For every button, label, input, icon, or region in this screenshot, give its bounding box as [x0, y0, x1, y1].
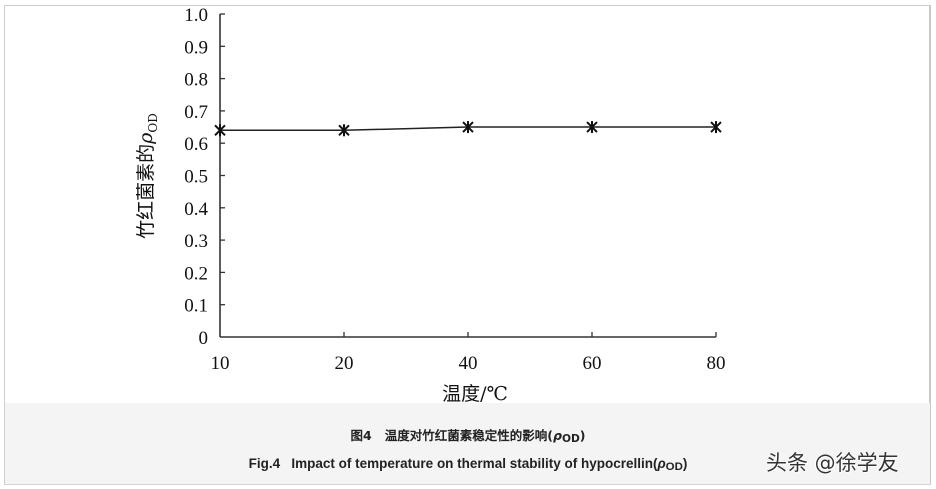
caption-band: [5, 403, 930, 484]
svg-text:竹红菌素的ρOD: 竹红菌素的ρOD: [135, 113, 160, 239]
line-chart: 0 0.1 0.2 0.3 0.4 0.5 0.6 0.7 0.8 0.9 1.0 10 20 40 60…: [135, 5, 726, 405]
x-tick-label: 20: [335, 353, 354, 374]
y-tick-label: 0.5: [184, 167, 208, 188]
y-tick-label: 0.1: [184, 296, 208, 317]
x-tick-label: 80: [707, 353, 726, 374]
y-tick-label: 0.9: [184, 37, 208, 58]
x-tick-label: 10: [211, 353, 230, 374]
caption-en-subscript: OD: [665, 461, 683, 474]
y-tick-label: 0: [199, 328, 209, 349]
asterisk-marker: [462, 121, 474, 134]
caption-cn-close: ): [579, 428, 586, 443]
asterisk-marker: [338, 124, 350, 137]
y-tick-label: 0.4: [184, 199, 208, 220]
y-tick-label: 0.7: [184, 102, 208, 123]
watermark: 头条 @徐学友: [766, 451, 899, 475]
caption-chinese: 图4 温度对竹红菌素稳定性的影响(ρOD): [0, 425, 936, 445]
x-axis-title: 温度/℃: [442, 383, 508, 405]
data-series: [214, 121, 722, 137]
y-tick-label: 0.6: [184, 134, 208, 155]
caption-cn-rho: ρ: [552, 428, 562, 443]
asterisk-marker: [214, 124, 226, 137]
caption-english: Fig.4 Impact of temperature on thermal s…: [0, 456, 936, 473]
y-axis-title-symbol: ρ: [135, 132, 157, 145]
y-tick-label: 1.0: [184, 5, 208, 26]
y-axis: 0 0.1 0.2 0.3 0.4 0.5 0.6 0.7 0.8 0.9 1.0: [184, 5, 225, 349]
caption-cn-text: 温度对竹红菌素稳定性的影响(: [384, 428, 553, 443]
asterisk-marker: [710, 121, 722, 134]
caption-en-prefix: Fig.4: [248, 456, 281, 471]
caption-en-close: ): [682, 456, 688, 471]
caption-cn-prefix: 图4: [350, 428, 372, 443]
caption-cn-subscript: OD: [561, 432, 580, 446]
x-tick-label: 60: [583, 353, 602, 374]
y-axis-title-main: 竹红菌素的: [135, 144, 157, 239]
x-tick-label: 40: [459, 353, 478, 374]
y-axis-title: 竹红菌素的ρOD: [135, 113, 160, 239]
y-tick-label: 0.3: [184, 231, 208, 252]
y-tick-label: 0.8: [184, 70, 208, 91]
y-tick-label: 0.2: [184, 263, 208, 284]
y-axis-title-subscript: OD: [146, 113, 160, 132]
caption-en-text: Impact of temperature on thermal stabili…: [291, 456, 658, 471]
x-axis: 10 20 40 60 80: [211, 332, 726, 374]
asterisk-marker: [586, 121, 598, 134]
caption-en-rho: ρ: [657, 456, 666, 471]
